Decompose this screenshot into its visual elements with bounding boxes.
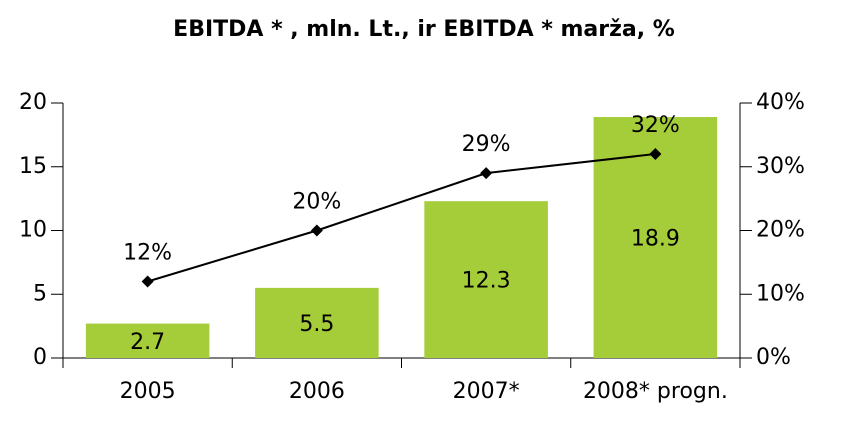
y-tick-label: 15 — [19, 154, 47, 179]
line-value-label: 32% — [631, 113, 680, 138]
line-marker — [649, 148, 662, 160]
x-tick-label: 2006 — [289, 379, 345, 404]
y2-tick-label: 20% — [756, 218, 805, 243]
y-tick-label: 10 — [19, 218, 47, 243]
bar-value-label: 12.3 — [462, 269, 511, 294]
x-tick-label: 2005 — [120, 379, 176, 404]
x-tick-label: 2007* — [453, 379, 520, 404]
bar — [85, 323, 210, 358]
x-tick-label: 2008* progn. — [583, 379, 728, 404]
y2-tick-label: 30% — [756, 154, 805, 179]
bar-value-label: 5.5 — [299, 312, 334, 337]
line-marker — [141, 275, 154, 288]
y2-tick-label: 10% — [756, 281, 805, 306]
line-value-label: 12% — [123, 241, 172, 266]
bar — [255, 287, 379, 358]
y2-tick-label: 40% — [756, 90, 805, 115]
line-value-label: 20% — [292, 190, 341, 215]
y2-tick-label: 0% — [756, 345, 791, 370]
y-tick-label: 20 — [19, 90, 47, 115]
line-value-label: 29% — [462, 132, 511, 157]
bar-value-label: 2.7 — [130, 330, 165, 355]
bar — [424, 201, 548, 358]
line — [147, 153, 656, 283]
y-tick-label: 5 — [33, 281, 47, 306]
chart-title: EBITDA * , mln. Lt., ir EBITDA * marža, … — [173, 17, 675, 42]
line-marker — [480, 167, 493, 180]
line-marker — [310, 224, 323, 237]
y-tick-label: 0 — [33, 345, 47, 370]
bar-value-label: 18.9 — [631, 227, 680, 252]
